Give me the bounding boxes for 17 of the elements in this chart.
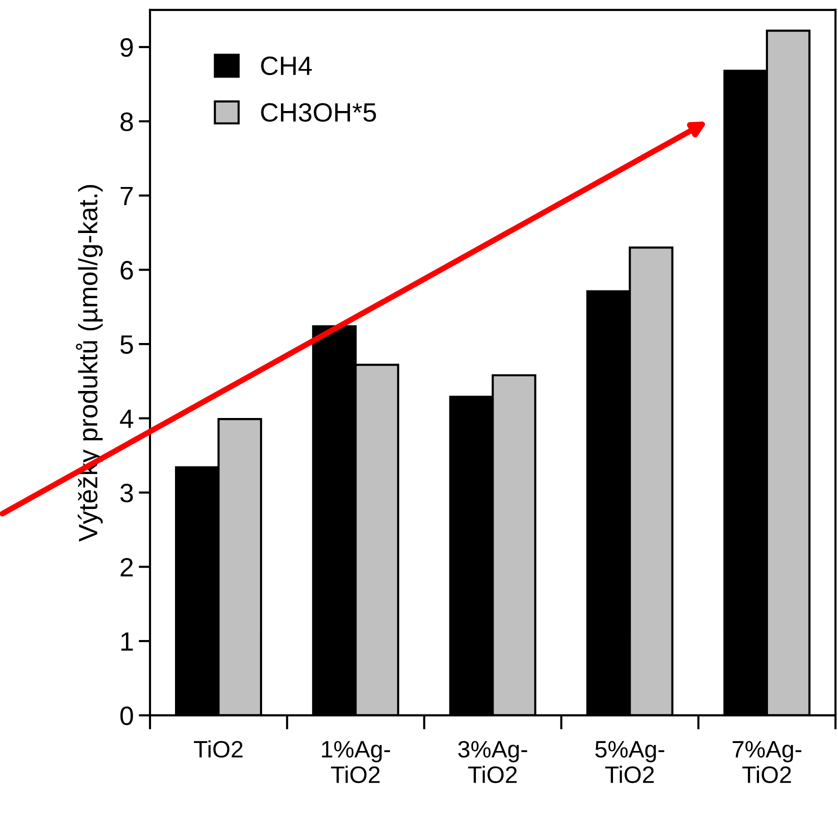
y-tick-label: 9 (120, 38, 133, 57)
y-tick-label: 1 (121, 632, 133, 651)
y-tick-label: 3 (120, 484, 133, 502)
y-tick-label: 6 (120, 260, 133, 280)
y-tick-label: 7 (120, 186, 133, 206)
y-tick-label: 4 (120, 410, 134, 428)
x-tick-label: 5%Ag- TiO2 (595, 741, 664, 784)
x-tick-label: 7%Ag- TiO2 (732, 741, 802, 784)
y-tick-label: 0 (120, 706, 133, 726)
legend-label: CH4 (261, 56, 312, 76)
y-tick-label: 5 (120, 335, 133, 354)
x-tick-label: 3%Ag- TiO2 (458, 740, 528, 784)
y-tick-label: 8 (120, 112, 133, 132)
y-tick-label: 2 (120, 558, 133, 576)
legend-label: CH3OH*5 (261, 103, 376, 122)
x-tick-label: 1%Ag- TiO2 (322, 741, 390, 784)
x-tick-label: TiO2 (194, 740, 243, 758)
